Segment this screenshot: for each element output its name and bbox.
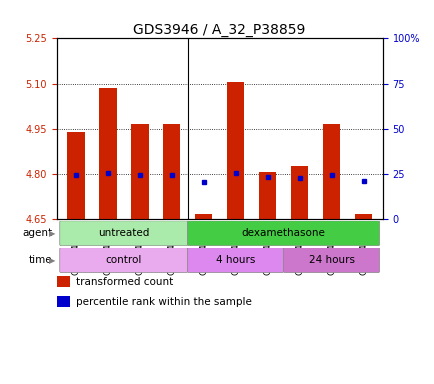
Text: transformed count: transformed count xyxy=(76,277,173,287)
Title: GDS3946 / A_32_P38859: GDS3946 / A_32_P38859 xyxy=(133,23,305,37)
FancyBboxPatch shape xyxy=(59,221,187,246)
Text: 24 hours: 24 hours xyxy=(308,255,354,265)
Text: ▶: ▶ xyxy=(49,229,56,238)
FancyBboxPatch shape xyxy=(283,248,379,273)
FancyBboxPatch shape xyxy=(59,248,187,273)
Bar xyxy=(227,82,244,219)
FancyBboxPatch shape xyxy=(187,221,379,246)
Bar xyxy=(258,172,276,219)
Bar xyxy=(131,124,148,219)
Bar xyxy=(194,214,212,219)
Bar xyxy=(67,132,84,219)
Text: ▶: ▶ xyxy=(49,256,56,265)
Text: 4 hours: 4 hours xyxy=(216,255,255,265)
Bar xyxy=(162,124,180,219)
Text: percentile rank within the sample: percentile rank within the sample xyxy=(76,297,251,307)
Bar xyxy=(354,214,372,219)
Text: control: control xyxy=(105,255,141,265)
Text: untreated: untreated xyxy=(98,228,149,238)
Text: agent: agent xyxy=(22,228,52,238)
Bar xyxy=(99,88,116,219)
FancyBboxPatch shape xyxy=(187,248,283,273)
Text: dexamethasone: dexamethasone xyxy=(241,228,325,238)
Bar xyxy=(56,296,69,307)
Bar xyxy=(322,124,340,219)
Bar xyxy=(56,276,69,287)
Text: time: time xyxy=(29,255,52,265)
Bar xyxy=(290,166,308,219)
